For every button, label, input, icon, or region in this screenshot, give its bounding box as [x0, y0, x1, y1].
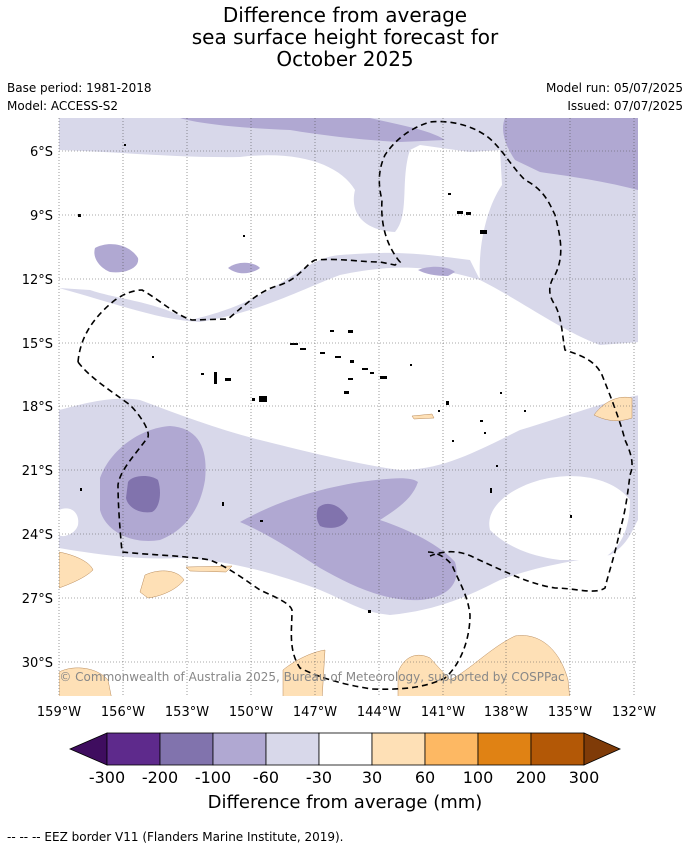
colorbar-cell-1 — [106, 732, 161, 766]
colorbar-label: Difference from average (mm) — [207, 792, 483, 813]
colorbar-cell-3 — [212, 732, 267, 766]
colorbar-tick: -300 — [89, 768, 125, 787]
lon-label-135w: 135°W — [548, 705, 592, 720]
lon-label-156w: 156°W — [101, 705, 145, 720]
colorbar-cell-4 — [265, 732, 320, 766]
band-neutral-east — [489, 476, 630, 560]
band-dark-purple-2 — [316, 503, 348, 528]
colorbar-tick: -30 — [306, 768, 332, 787]
lat-label-9s: 9°S — [30, 209, 53, 224]
lat-label-24s: 24°S — [22, 528, 53, 543]
colorbar-tick: 100 — [463, 768, 494, 787]
band-light-orange-1 — [59, 551, 94, 589]
colorbar-cell-8 — [477, 732, 532, 766]
colorbar-cell-7 — [424, 732, 479, 766]
colorbar-tick: 200 — [516, 768, 547, 787]
band-neutral-west-islet — [59, 508, 79, 537]
lat-label-15s: 15°S — [22, 337, 53, 352]
colorbar-tick: 60 — [415, 768, 435, 787]
band-light-orange-4 — [59, 667, 112, 696]
lon-label-153w: 153°W — [165, 705, 209, 720]
colorbar-tick: -200 — [142, 768, 178, 787]
colorbar-cell-6 — [371, 732, 426, 766]
lon-label-147w: 147°W — [293, 705, 337, 720]
title-line-3: October 2025 — [276, 47, 414, 71]
title-line-2: sea surface height forecast for — [191, 25, 499, 49]
issued-date: Issued: 07/07/2025 — [567, 99, 683, 113]
band-dark-purple-1 — [126, 476, 160, 513]
islands — [78, 144, 572, 613]
band-neutral-north — [59, 145, 502, 320]
anomaly-field — [59, 118, 638, 696]
colorbar-cell-2 — [159, 732, 214, 766]
copyright-notice: © Commonwealth of Australia 2025, Bureau… — [59, 670, 564, 684]
model-name: Model: ACCESS-S2 — [7, 99, 119, 113]
lat-label-6s: 6°S — [30, 145, 53, 160]
model-run: Model run: 05/07/2025 — [545, 81, 683, 95]
eez-border-west — [77, 120, 633, 592]
map-figure: 6°S 9°S 12°S 15°S 18°S 21°S 24°S 27°S 30… — [22, 118, 656, 787]
colorbar-extend-high — [583, 732, 621, 766]
lon-label-150w: 150°W — [229, 705, 273, 720]
gridlines — [58, 118, 638, 696]
base-period: Base period: 1981-2018 — [7, 81, 152, 95]
band-light-orange-6 — [397, 635, 570, 696]
band-medium-purple-2 — [503, 118, 638, 190]
colorbar-cell-9 — [530, 732, 585, 766]
longitude-labels: 159°W 156°W 153°W 150°W 147°W 144°W 141°… — [37, 705, 656, 720]
band-medium-purple-5 — [418, 266, 455, 276]
map-title: Difference from average sea surface heig… — [0, 4, 690, 70]
lat-label-18s: 18°S — [22, 400, 53, 415]
band-light-orange-2 — [139, 570, 185, 599]
colorbar-tick: -60 — [253, 768, 279, 787]
band-light-orange-5 — [282, 649, 326, 696]
band-light-orange-8 — [411, 413, 435, 420]
colorbar — [68, 732, 621, 766]
lon-label-141w: 141°W — [421, 705, 465, 720]
colorbar-tick: -100 — [195, 768, 231, 787]
lon-label-159w: 159°W — [37, 705, 81, 720]
band-light-orange-7 — [593, 397, 633, 421]
band-light-orange-3 — [185, 565, 233, 573]
lat-label-12s: 12°S — [22, 273, 53, 288]
eez-border-south — [77, 361, 471, 691]
colorbar-tick: 300 — [569, 768, 600, 787]
colorbar-ticks: -300 -200 -100 -60 -30 30 60 100 200 300 — [89, 768, 599, 787]
lat-label-30s: 30°S — [22, 656, 53, 671]
title-line-1: Difference from average — [222, 3, 468, 27]
lon-label-144w: 144°W — [357, 705, 401, 720]
colorbar-extend-low — [68, 732, 108, 766]
lat-label-27s: 27°S — [22, 592, 53, 607]
colorbar-cell-5 — [318, 732, 373, 766]
band-medium-purple-4 — [228, 262, 260, 274]
latitude-labels: 6°S 9°S 12°S 15°S 18°S 21°S 24°S 27°S 30… — [22, 145, 53, 671]
lon-label-138w: 138°W — [484, 705, 528, 720]
lat-label-21s: 21°S — [22, 464, 53, 479]
band-medium-purple-7 — [240, 478, 457, 601]
colorbar-tick: 30 — [362, 768, 382, 787]
metadata-right: Model run: 05/07/2025 Issued: 07/07/2025 — [546, 79, 683, 115]
metadata-left: Base period: 1981-2018 Model: ACCESS-S2 — [7, 79, 152, 115]
eez-footnote: -- -- -- EEZ border V11 (Flanders Marine… — [7, 830, 344, 844]
band-neutral-central — [59, 267, 638, 470]
lon-label-132w: 132°W — [612, 705, 656, 720]
band-medium-purple-3 — [94, 244, 139, 273]
